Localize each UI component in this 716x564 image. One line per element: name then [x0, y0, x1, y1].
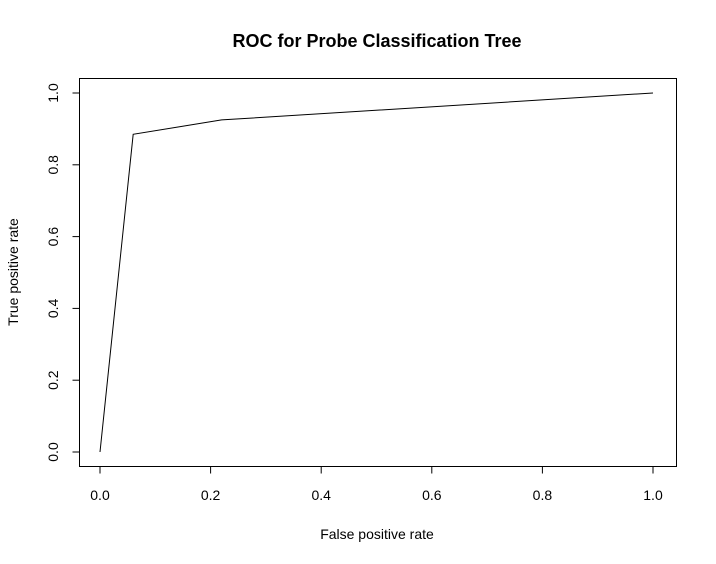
y-axis-label: True positive rate [5, 218, 21, 326]
x-tick-label: 0.0 [90, 487, 110, 503]
y-tick-label: 0.0 [45, 442, 61, 462]
x-axis: 0.0 0.2 0.4 0.6 0.8 1.0 [90, 466, 663, 503]
y-tick-label: 0.6 [45, 227, 61, 247]
series-layer [99, 92, 654, 453]
chart-title: ROC for Probe Classification Tree [232, 31, 521, 51]
x-tick-label: 1.0 [643, 487, 663, 503]
plot-frame [79, 78, 677, 467]
y-tick-label: 0.4 [45, 298, 61, 318]
roc-curve-line [99, 92, 654, 453]
y-tick-label: 0.2 [45, 370, 61, 390]
y-axis: 0.0 0.2 0.4 0.6 0.8 1.0 [45, 83, 80, 462]
y-tick-label: 0.8 [45, 155, 61, 175]
x-axis-label: False positive rate [320, 526, 434, 542]
x-tick-label: 0.8 [533, 487, 553, 503]
x-tick-label: 0.2 [201, 487, 221, 503]
x-tick-label: 0.6 [422, 487, 442, 503]
x-tick-label: 0.4 [311, 487, 331, 503]
y-tick-label: 1.0 [45, 83, 61, 103]
